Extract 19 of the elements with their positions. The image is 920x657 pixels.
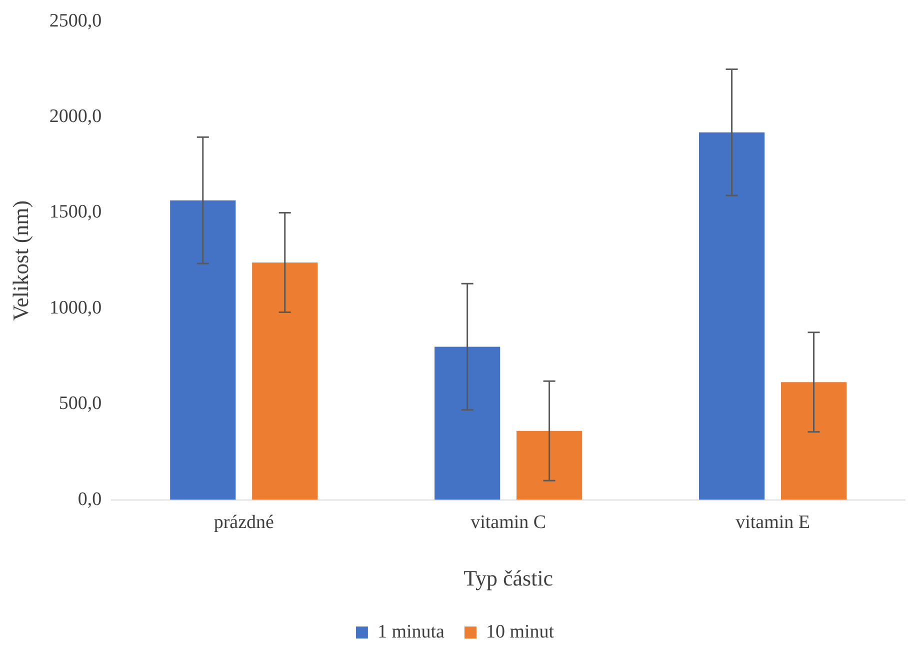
legend-label: 10 minut [486,621,555,642]
y-tick-label: 500,0 [58,393,102,414]
y-tick-label: 2000,0 [49,106,102,128]
y-tick-label: 0,0 [78,488,102,510]
x-axis-title: Typ částic [464,566,554,591]
y-tick-label: 1000,0 [49,297,102,318]
x-tick-label: prázdné [214,512,274,534]
bar [780,382,847,500]
y-tick-label: 1500,0 [49,202,102,223]
bar [170,200,236,500]
bar [252,262,318,500]
y-axis-title: Velikost (nm) [8,200,33,321]
bar [698,132,765,500]
x-tick-label: vitamin E [736,512,810,534]
legend-label: 1 minuta [377,621,446,642]
bar [434,346,500,500]
y-tick-label: 2500,0 [49,10,102,32]
x-tick-label: vitamin C [470,512,546,534]
bar [516,430,582,500]
